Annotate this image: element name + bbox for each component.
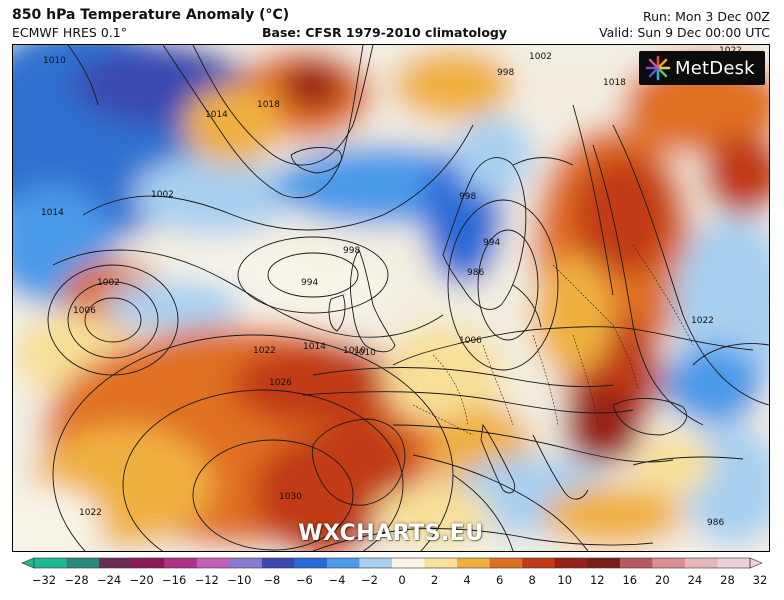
colorbar-tick-label: 24 [687, 573, 703, 587]
colorbar-segment [457, 558, 491, 568]
colorbar-extend-high [749, 557, 763, 569]
colorbar-segment [326, 558, 360, 568]
valid-time-label: Valid: Sun 9 Dec 00:00 UTC [599, 25, 770, 40]
isobar-label: 1018 [257, 100, 280, 110]
colorbar-segment [34, 558, 67, 568]
colorbar-segment [424, 558, 458, 568]
isobar-label: 1014 [205, 110, 228, 120]
isobar-label: 1010 [343, 346, 366, 356]
isobar-label: 1010 [43, 56, 66, 66]
colorbar-tick-label: 10 [557, 573, 573, 587]
colorbar-tick-label: 28 [720, 573, 735, 587]
isobar-label: 1002 [151, 190, 174, 200]
isobar-label: 994 [301, 278, 318, 288]
colorbar-segment [359, 558, 393, 568]
colorbar-tick-label: −8 [263, 573, 281, 587]
colorbar-scale [21, 557, 763, 569]
colorbar-outline [33, 557, 751, 569]
colorbar-tick-label: 16 [622, 573, 638, 587]
map-title: 850 hPa Temperature Anomaly (°C) [12, 7, 290, 23]
colorbar-segment [196, 558, 230, 568]
run-time-label: Run: Mon 3 Dec 00Z [642, 9, 770, 24]
colorbar-tick-label: −28 [64, 573, 89, 587]
isobar-label: 1014 [41, 208, 64, 218]
isobar-label: 1002 [529, 52, 552, 62]
isobar-label: 998 [343, 246, 360, 256]
colorbar-segment [619, 558, 653, 568]
colorbar-tick-label: −16 [162, 573, 187, 587]
colorbar-extend-low [21, 557, 35, 569]
isobar-label: 1006 [459, 336, 482, 346]
colorbar-segment [554, 558, 588, 568]
colorbar-tick-label: −10 [227, 573, 252, 587]
colorbar-tick-label: −4 [328, 573, 346, 587]
country-borders [412, 244, 694, 436]
colorbar-segment [717, 558, 751, 568]
colorbar-tick-label: −24 [96, 573, 122, 587]
metdesk-logo: MetDesk [639, 51, 765, 85]
model-label: ECMWF HRES 0.1° [12, 25, 127, 40]
isobar-label: 986 [707, 518, 724, 528]
metdesk-star-icon [645, 55, 671, 81]
colorbar-tick-label: 2 [430, 573, 439, 587]
colorbar-segment [261, 558, 295, 568]
wxcharts-watermark: WXCHARTS.EU [298, 521, 484, 546]
isobar-label: 994 [483, 238, 500, 248]
colorbar-segment [684, 558, 718, 568]
colorbar-tick-label: −20 [129, 573, 154, 587]
colorbar-tick-label: 32 [752, 573, 768, 587]
colorbar-segment [164, 558, 198, 568]
colorbar-segment [99, 558, 133, 568]
isobar-label: 1026 [269, 378, 292, 388]
isobar-label: 1022 [691, 316, 714, 326]
isobar-label: 1002 [97, 278, 120, 288]
isobar-label: 998 [497, 68, 514, 78]
isobar-label: 1022 [79, 508, 102, 518]
colorbar-tick-label: 20 [655, 573, 670, 587]
colorbar-tick-label: −6 [295, 573, 313, 587]
metdesk-logo-text: MetDesk [675, 57, 755, 79]
isobar-label: 1030 [279, 492, 302, 502]
colorbar-segment [587, 558, 621, 568]
isobar-label: 1022 [253, 346, 276, 356]
isobar-label: 1018 [603, 78, 626, 88]
isobar-label: 1006 [73, 306, 96, 316]
colorbar-tick-label: 12 [589, 573, 605, 587]
colorbar-tick-label: 6 [495, 573, 504, 587]
anomaly-field [13, 45, 769, 551]
colorbar-segment [652, 558, 686, 568]
isobars [47, 45, 769, 551]
isobar-labels: 1014 1018 1002 1014 1010 998 994 1010 99… [41, 46, 742, 528]
colorbar-tick-label: −2 [360, 573, 378, 587]
colorbar-segment [131, 558, 165, 568]
coastlines [67, 45, 754, 551]
isobar-label: 1014 [303, 342, 326, 352]
isobar-label: 1010 [353, 348, 376, 358]
colorbar-segment [489, 558, 523, 568]
colorbar: −32 −28 −24 −20 −16 −12 −10 −8 −6 −4 −2 0 2 4 6 8 10 12 16… [20, 556, 767, 596]
isobar-label: 986 [467, 268, 484, 278]
colorbar-segment [294, 558, 328, 568]
colorbar-tick-label: 0 [398, 573, 406, 587]
colorbar-segment [522, 558, 556, 568]
anomaly-map: 1014 1018 1002 1014 1010 998 994 1010 99… [12, 44, 770, 552]
colorbar-segment [392, 558, 425, 568]
colorbar-tick-label: 4 [463, 573, 471, 587]
isobar-label: 998 [459, 192, 476, 202]
colorbar-segment [66, 558, 100, 568]
colorbar-tick-label: 8 [528, 573, 536, 587]
colorbar-segment [229, 558, 263, 568]
colorbar-tick-label: −32 [31, 573, 57, 587]
anomaly-map-canvas: 1014 1018 1002 1014 1010 998 994 1010 99… [13, 45, 769, 551]
colorbar-tick-label: −12 [194, 573, 219, 587]
base-climatology-label: Base: CFSR 1979-2010 climatology [262, 25, 508, 40]
